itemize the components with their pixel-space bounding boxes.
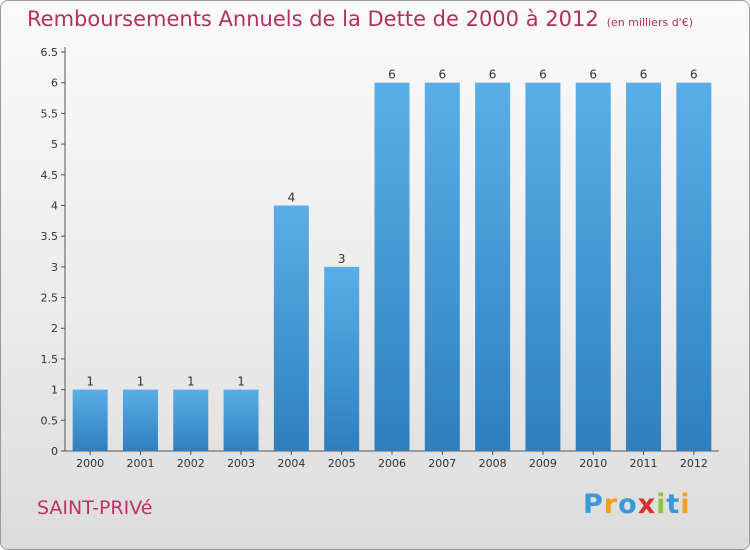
y-tick-label: 0 — [51, 445, 58, 458]
bar — [475, 82, 511, 451]
logo-letter: o — [618, 489, 638, 520]
logo-letter: i — [680, 489, 691, 520]
y-tick-label: 6 — [51, 77, 58, 90]
bar — [173, 389, 209, 451]
logo-letter: t — [666, 489, 681, 520]
chart-title: Remboursements Annuels de la Dette de 20… — [27, 7, 693, 31]
x-tick-label: 2006 — [378, 457, 406, 470]
bar-value-label: 1 — [137, 375, 145, 389]
proxiti-logo[interactable]: Proxiti — [583, 489, 691, 520]
bar-value-label: 1 — [187, 375, 195, 389]
bar — [424, 82, 460, 451]
logo-letter: P — [583, 489, 604, 520]
y-tick-label: 1 — [51, 384, 58, 397]
bar-value-label: 6 — [388, 68, 396, 82]
logo-letter: x — [637, 489, 657, 520]
y-tick-label: 4.5 — [41, 169, 59, 182]
x-tick-label: 2012 — [680, 457, 708, 470]
bar — [273, 205, 309, 451]
logo-letter: r — [603, 489, 619, 520]
x-tick-label: 2001 — [126, 457, 154, 470]
bar-value-label: 6 — [589, 68, 597, 82]
logo-letter: i — [656, 489, 667, 520]
bar — [122, 389, 158, 451]
bar — [223, 389, 259, 451]
bar — [626, 82, 662, 451]
bar-value-label: 1 — [86, 375, 94, 389]
x-tick-label: 2005 — [328, 457, 356, 470]
chart-title-text: Remboursements Annuels de la Dette de 20… — [27, 7, 599, 31]
bar — [72, 389, 108, 451]
chart-unit: (en milliers d'€) — [606, 16, 693, 29]
y-tick-label: 3 — [51, 261, 58, 274]
bar-value-label: 6 — [539, 68, 547, 82]
bar-value-label: 3 — [338, 252, 346, 266]
y-tick-label: 5 — [51, 138, 58, 151]
bar-value-label: 4 — [288, 190, 296, 204]
x-tick-label: 2009 — [529, 457, 557, 470]
y-tick-label: 1.5 — [41, 353, 59, 366]
y-tick-label: 0.5 — [41, 414, 59, 427]
y-tick-label: 2.5 — [41, 292, 59, 305]
bar — [676, 82, 712, 451]
y-tick-label: 3.5 — [41, 230, 59, 243]
bar — [525, 82, 561, 451]
x-tick-label: 2011 — [630, 457, 658, 470]
x-tick-label: 2004 — [277, 457, 305, 470]
bar — [374, 82, 410, 451]
bar-value-label: 6 — [640, 68, 648, 82]
x-tick-label: 2000 — [76, 457, 104, 470]
commune-name: SAINT-PRIVé — [37, 497, 153, 519]
y-tick-label: 5.5 — [41, 107, 59, 120]
y-tick-label: 6.5 — [41, 46, 59, 59]
bar-value-label: 6 — [489, 68, 497, 82]
y-tick-label: 2 — [51, 322, 58, 335]
bar-value-label: 6 — [690, 68, 698, 82]
bar — [324, 266, 360, 451]
x-tick-label: 2010 — [579, 457, 607, 470]
y-tick-label: 4 — [51, 199, 58, 212]
x-tick-label: 2002 — [177, 457, 205, 470]
x-tick-label: 2003 — [227, 457, 255, 470]
bar-value-label: 1 — [237, 375, 245, 389]
x-tick-label: 2008 — [479, 457, 507, 470]
x-tick-label: 2007 — [428, 457, 456, 470]
bar — [575, 82, 611, 451]
bar-value-label: 6 — [438, 68, 446, 82]
